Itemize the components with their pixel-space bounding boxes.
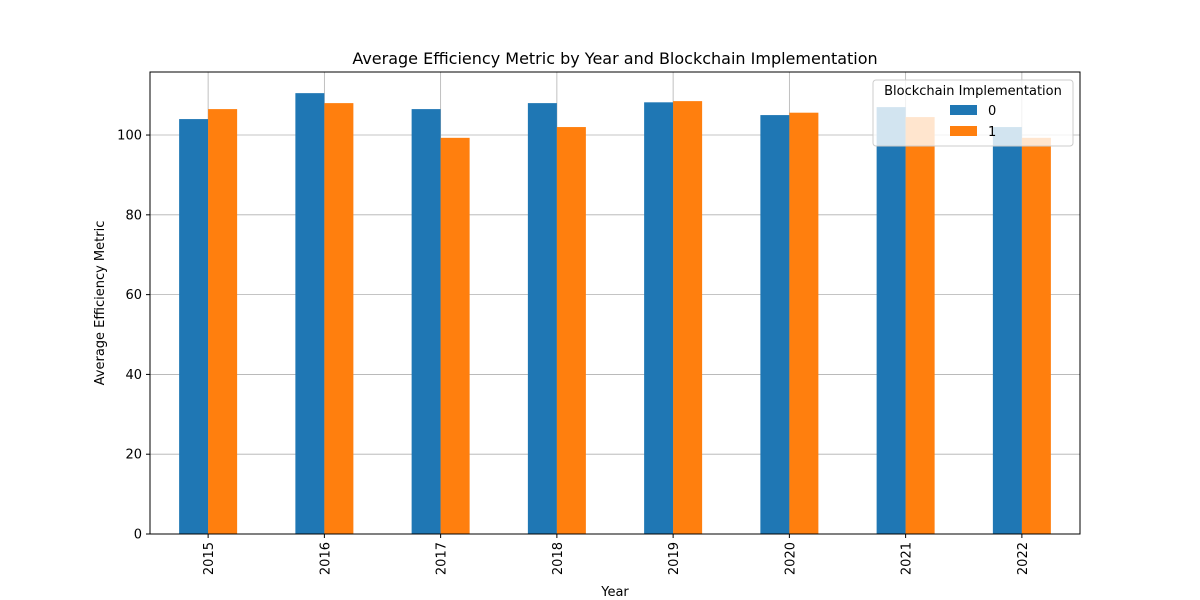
bar-2016-series-0 <box>295 93 325 534</box>
legend-label-1: 1 <box>988 125 996 140</box>
y-tick-label: 80 <box>125 208 142 223</box>
y-axis-label: Average Efficiency Metric <box>93 221 108 386</box>
legend-label-0: 0 <box>988 104 996 119</box>
bar-2015-series-0 <box>179 119 209 534</box>
x-tick-label: 2020 <box>783 542 798 575</box>
x-tick-label: 2015 <box>202 542 217 575</box>
y-tick-label: 100 <box>117 129 142 144</box>
x-tick-label: 2021 <box>900 542 915 575</box>
bar-2021-series-0 <box>876 107 906 534</box>
bar-2022-series-1 <box>1021 137 1051 534</box>
x-axis-label: Year <box>600 585 629 600</box>
y-tick-label: 60 <box>125 288 142 303</box>
bar-2017-series-1 <box>440 137 470 534</box>
x-tick-label: 2016 <box>318 542 333 575</box>
y-axis: 0 20 40 60 80 100 <box>117 129 150 543</box>
legend-swatch-1 <box>950 126 977 136</box>
bar-2022-series-0 <box>992 127 1022 534</box>
bar-2019-series-0 <box>644 102 674 535</box>
x-tick-label: 2018 <box>551 542 566 575</box>
bar-2017-series-0 <box>411 109 441 534</box>
chart-title: Average Efficiency Metric by Year and Bl… <box>352 49 877 68</box>
x-tick-label: 2017 <box>435 542 450 575</box>
bar-2020-series-0 <box>760 115 790 535</box>
legend-swatch-0 <box>950 105 977 115</box>
y-tick-label: 20 <box>125 448 142 463</box>
bars <box>179 93 1051 535</box>
bar-2021-series-1 <box>905 117 935 535</box>
y-tick-label: 0 <box>134 528 142 543</box>
bar-2015-series-1 <box>208 109 238 534</box>
y-tick-label: 40 <box>125 368 142 383</box>
bar-2019-series-1 <box>673 101 703 534</box>
x-tick-label: 2022 <box>1016 542 1031 575</box>
plot-frame <box>149 71 1081 535</box>
legend-title: Blockchain Implementation <box>884 84 1062 99</box>
bar-2016-series-1 <box>324 103 354 534</box>
bar-2018-series-1 <box>556 127 586 534</box>
x-tick-label: 2019 <box>667 542 682 575</box>
legend: Blockchain Implementation 0 1 <box>872 79 1074 147</box>
bar-2018-series-0 <box>527 103 557 534</box>
bar-2020-series-1 <box>789 112 819 534</box>
x-axis: 2015 2016 2017 2018 2019 2020 2021 2022 <box>202 534 1031 575</box>
